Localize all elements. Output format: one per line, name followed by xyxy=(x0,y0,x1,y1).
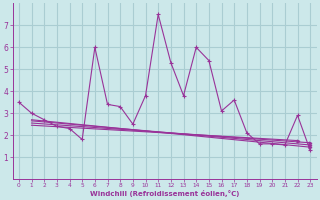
X-axis label: Windchill (Refroidissement éolien,°C): Windchill (Refroidissement éolien,°C) xyxy=(90,190,239,197)
